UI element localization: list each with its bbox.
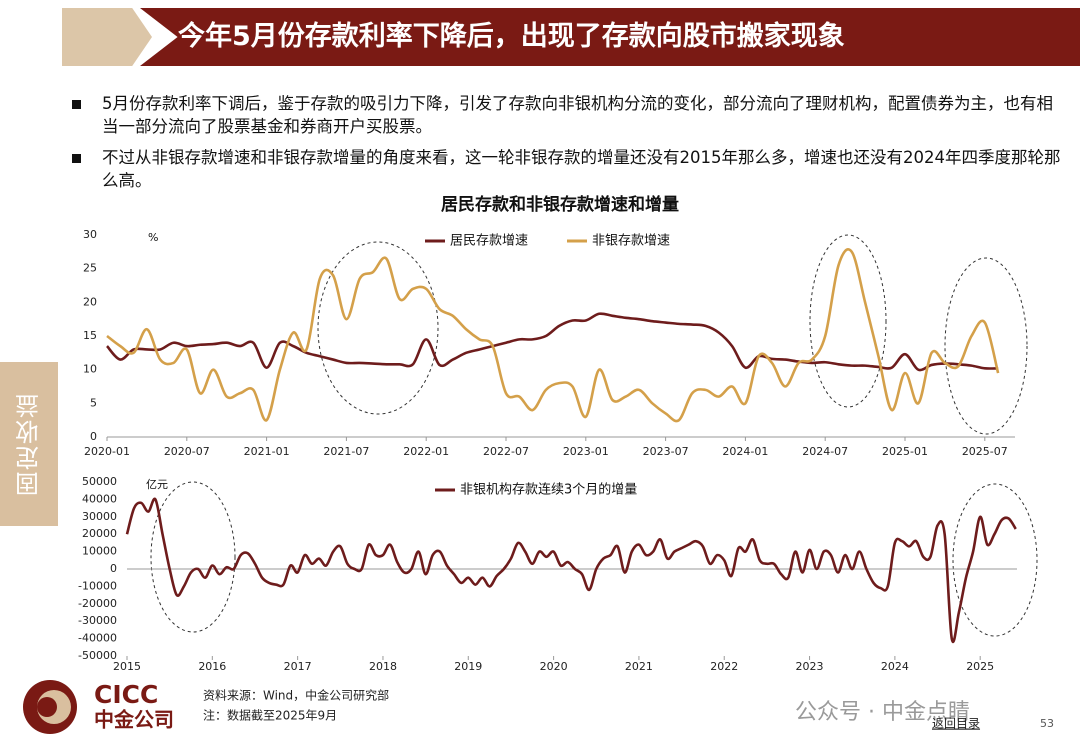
data-line [106,312,999,372]
y-tick-label: 20 [83,295,97,308]
logo-mark [37,697,57,717]
y-tick-label: 25 [83,262,97,275]
x-tick-label: 2021-07 [323,445,369,458]
page-number: 53 [1040,717,1054,730]
x-tick-label: 2021-01 [244,445,290,458]
x-tick-label: 2016 [198,660,226,673]
x-tick-label: 2024-07 [802,445,848,458]
banner [140,8,1080,66]
y-tick-label: 5 [90,396,97,409]
legend-label: 居民存款增速 [450,234,528,249]
highlight-circle [150,481,236,633]
bullet: 不过从非银存款增速和非银存款增量的角度来看，这一轮非银存款的增量还没有2015年… [72,146,1067,192]
data-line [106,248,1000,423]
y-tick-label: 0 [90,430,97,443]
banner-accent [62,8,152,66]
highlight-circle [809,234,887,408]
y-tick-label: -30000 [78,614,117,627]
x-tick-label: 2015 [113,660,141,673]
x-tick-label: 2020-07 [164,445,210,458]
y-tick-label: -20000 [78,597,117,610]
x-tick-label: 2022 [710,660,738,673]
x-tick-label: 2019 [454,660,482,673]
x-tick-label: 2023-07 [643,445,689,458]
source: 资料来源：Wind，中金公司研究部 [203,688,389,703]
highlight-circle [944,257,1028,435]
x-tick-label: 2017 [284,660,312,673]
y-tick-label: 15 [83,329,97,342]
y-unit: % [148,231,158,244]
x-tick-label: 2025-07 [962,445,1008,458]
x-tick-label: 2022-01 [403,445,449,458]
y-tick-label: -10000 [78,579,117,592]
x-tick-label: 2025 [966,660,994,673]
back-link[interactable]: 返回目录 [932,717,980,731]
x-tick-label: 2023 [796,660,824,673]
y-tick-label: 50000 [82,475,117,488]
legend-label: 非银机构存款连续3个月的增量 [460,482,637,498]
x-tick-label: 2022-07 [483,445,529,458]
x-tick-label: 2020 [540,660,568,673]
y-tick-label: -50000 [78,649,117,662]
x-tick-label: 2021 [625,660,653,673]
y-tick-label: 30 [83,228,97,241]
x-tick-label: 2023-01 [563,445,609,458]
x-tick-label: 2025-01 [882,445,928,458]
legend-label: 非银存款增速 [592,234,670,249]
y-tick-label: 10000 [82,545,117,558]
y-tick-label: -40000 [78,632,117,645]
logo-en: CICC [94,680,158,709]
x-tick-label: 2018 [369,660,397,673]
x-tick-label: 2024-01 [722,445,768,458]
y-tick-label: 40000 [82,492,117,505]
watermark: 公众号 · 中金点睛 [795,700,970,725]
bullet-text: 5月份存款利率下调后，鉴于存款的吸引力下降，引发了存款向非银机构分流的变化，部分… [102,94,1053,136]
bullet-text: 不过从非银存款增速和非银存款增量的角度来看，这一轮非银存款的增量还没有2015年… [102,148,1061,190]
slide-title: 今年5月份存款利率下降后，出现了存款向股市搬家现象 [178,21,845,52]
y-tick-label: 0 [110,562,117,575]
y-unit: 亿元 [146,478,168,491]
bullet: 5月份存款利率下调后，鉴于存款的吸引力下降，引发了存款向非银机构分流的变化，部分… [72,92,1067,138]
y-tick-label: 10 [83,363,97,376]
chart-title: 居民存款和非银存款增速和增量 [441,194,679,215]
note: 注：数据截至2025年9月 [203,708,337,723]
highlight-circle [952,483,1038,637]
highlight-circles [150,234,1038,637]
x-tick-label: 2020-01 [84,445,130,458]
data-line [125,497,1017,643]
y-tick-label: 30000 [82,510,117,523]
y-tick-label: 20000 [82,527,117,540]
x-tick-label: 2024 [881,660,909,673]
logo-cn: 中金公司 [94,708,174,732]
highlight-circle [317,241,439,415]
